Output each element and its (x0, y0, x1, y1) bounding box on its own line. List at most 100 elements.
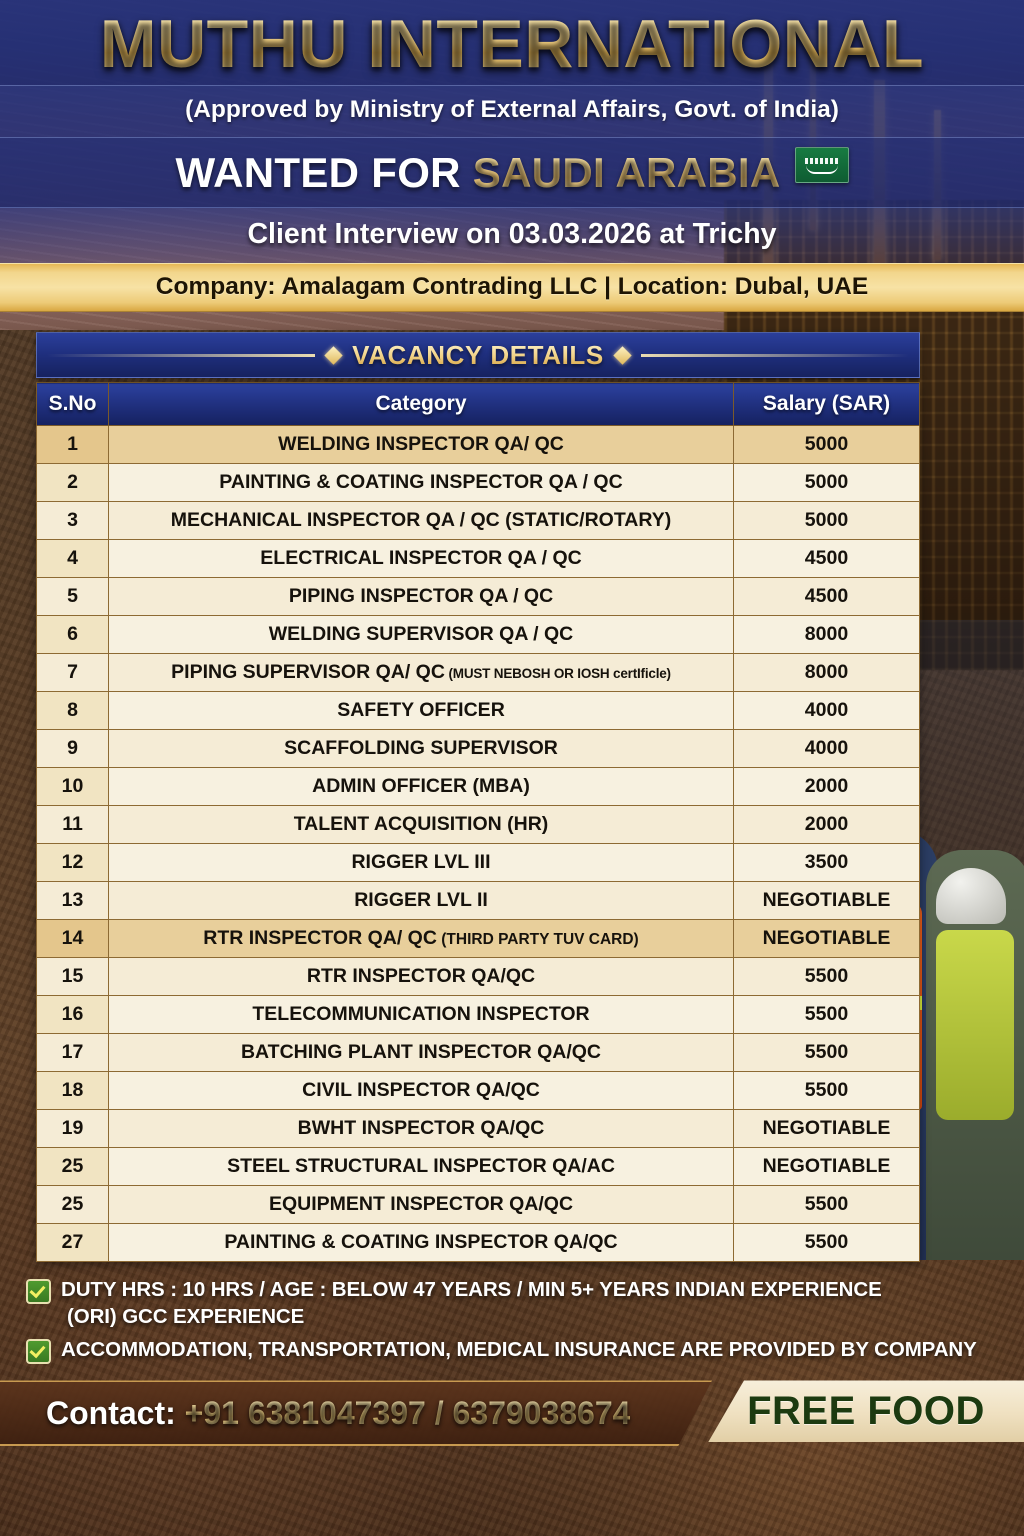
cell-salary: 3500 (733, 843, 920, 883)
cell-category: ADMIN OFFICER (MBA) (108, 767, 734, 807)
category-label: BWHT INSPECTOR QA/QC (297, 1117, 545, 1140)
country-name: SAUDI ARABIA (472, 149, 781, 197)
cell-sno: 1 (36, 425, 109, 465)
cell-category: TELECOMMUNICATION INSPECTOR (108, 995, 734, 1035)
cell-category: PAINTING & COATING INSPECTOR QA / QC (108, 463, 734, 503)
cell-salary: 4000 (733, 729, 920, 769)
cell-category: RTR INSPECTOR QA/ QC (THIRD PARTY TUV CA… (108, 919, 734, 959)
interview-line: Client Interview on 03.03.2026 at Trichy (0, 208, 1024, 264)
cell-sno: 6 (36, 615, 109, 655)
table-row: 27 PAINTING & COATING INSPECTOR QA/QC 5500 (36, 1223, 920, 1263)
category-label: STEEL STRUCTURAL INSPECTOR QA/AC (227, 1155, 615, 1178)
cell-category: SCAFFOLDING SUPERVISOR (108, 729, 734, 769)
category-label: RIGGER LVL III (351, 851, 491, 874)
cell-sno: 14 (36, 919, 109, 959)
cell-category: TALENT ACQUISITION (HR) (108, 805, 734, 845)
category-label: PIPING SUPERVISOR QA/ QC (171, 661, 445, 684)
cell-sno: 25 (36, 1147, 109, 1187)
category-label: WELDING SUPERVISOR QA / QC (268, 623, 574, 646)
check-box-icon (26, 1279, 51, 1305)
contact-row: Contact: +91 6381047397 / 6379038674 FRE… (0, 1380, 1024, 1442)
vacancy-details-title: VACANCY DETAILS (352, 339, 604, 370)
category-label: RTR INSPECTOR QA/QC (306, 965, 536, 988)
category-label: MECHANICAL INSPECTOR QA / QC (STATIC/ROT… (170, 509, 672, 532)
vacancy-table: S.No Category Salary (SAR) 1 WELDING INSP… (36, 382, 920, 1263)
check-box-icon (26, 1339, 51, 1365)
cell-sno: 8 (36, 691, 109, 731)
category-label: RIGGER LVL II (354, 889, 488, 912)
column-header-salary: Salary (SAR) (733, 382, 920, 427)
poster-header: MUTHU INTERNATIONAL (Approved by Ministr… (0, 0, 1024, 313)
table-row: 7 PIPING SUPERVISOR QA/ QC (MUST NEBOSH O… (36, 653, 920, 693)
cell-sno: 7 (36, 653, 109, 693)
white-helmet (936, 868, 1006, 924)
cell-salary: 4500 (733, 539, 920, 579)
category-label: BATCHING PLANT INSPECTOR QA/QC (240, 1041, 602, 1064)
contact-text: Contact: +91 6381047397 / 6379038674 (0, 1395, 630, 1432)
cell-salary: 8000 (733, 615, 920, 655)
category-label: PAINTING & COATING INSPECTOR QA / QC (219, 471, 623, 494)
cell-category: WELDING INSPECTOR QA/ QC (108, 425, 734, 465)
cell-salary: 5000 (733, 501, 920, 541)
benefit-text-main: DUTY HRS : 10 HRS / AGE : BELOW 47 YEARS… (61, 1278, 882, 1302)
table-row: 3 MECHANICAL INSPECTOR QA / QC (STATIC/RO… (36, 501, 920, 541)
wanted-band: WANTED FOR SAUDI ARABIA (0, 138, 1024, 209)
free-food-badge: FREE FOOD (708, 1380, 1024, 1443)
cell-category: WELDING SUPERVISOR QA / QC (108, 615, 734, 655)
diamond-icon-right (613, 346, 632, 365)
category-label: PIPING INSPECTOR QA / QC (288, 585, 554, 608)
cell-sno: 4 (36, 539, 109, 579)
contact-label: Contact: (46, 1394, 185, 1431)
cell-salary: 5500 (733, 995, 920, 1035)
benefit-item: DUTY HRS : 10 HRS / AGE : BELOW 47 YEARS… (26, 1276, 1004, 1330)
cell-sno: 13 (36, 881, 109, 921)
cell-salary: 5500 (733, 1071, 920, 1111)
benefit-text-sub: (ORI) GCC EXPERIENCE (67, 1305, 305, 1329)
table-row: 9 SCAFFOLDING SUPERVISOR 4000 (36, 729, 920, 769)
wanted-prefix: WANTED FOR (175, 149, 473, 197)
benefit-text: DUTY HRS : 10 HRS / AGE : BELOW 47 YEARS… (61, 1276, 882, 1330)
cell-sno: 2 (36, 463, 109, 503)
cell-sno: 9 (36, 729, 109, 769)
category-label: ADMIN OFFICER (MBA) (312, 775, 530, 798)
cell-salary: 5500 (733, 1223, 920, 1263)
cell-sno: 25 (36, 1185, 109, 1225)
vacancy-details-header: VACANCY DETAILS (36, 332, 920, 379)
cell-category: ELECTRICAL INSPECTOR QA / QC (108, 539, 734, 579)
table-row: 10 ADMIN OFFICER (MBA) 2000 (36, 767, 920, 807)
table-row: 8 SAFETY OFFICER 4000 (36, 691, 920, 731)
category-label: WELDING INSPECTOR QA/ QC (278, 433, 564, 456)
cell-sno: 15 (36, 957, 109, 997)
cell-salary: NEGOTIABLE (733, 1147, 920, 1187)
cell-salary: NEGOTIABLE (733, 919, 920, 959)
cell-category: PAINTING & COATING INSPECTOR QA/QC (108, 1223, 734, 1263)
company-location-line: Company: Amalagam Contrading LLC | Locat… (0, 263, 1024, 313)
free-food-label: FREE FOOD (747, 1388, 985, 1433)
cell-sno: 3 (36, 501, 109, 541)
table-row: 14 RTR INSPECTOR QA/ QC (THIRD PARTY TUV … (36, 919, 920, 959)
title-band: MUTHU INTERNATIONAL (0, 0, 1024, 86)
contact-phone-numbers[interactable]: +91 6381047397 / 6379038674 (184, 1394, 631, 1431)
cell-sno: 16 (36, 995, 109, 1035)
category-label: ELECTRICAL INSPECTOR QA / QC (260, 547, 582, 570)
wanted-text: WANTED FOR SAUDI ARABIA (176, 149, 781, 196)
category-label: SAFETY OFFICER (337, 699, 505, 722)
table-row: 2 PAINTING & COATING INSPECTOR QA / QC 500… (36, 463, 920, 503)
category-note: (MUST NEBOSH OR IOSH certIficle) (444, 666, 671, 682)
cell-salary: 5500 (733, 957, 920, 997)
cell-sno: 19 (36, 1109, 109, 1149)
table-row: 1 WELDING INSPECTOR QA/ QC 5000 (36, 425, 920, 465)
table-row: 25 STEEL STRUCTURAL INSPECTOR QA/AC NEGOTI… (36, 1147, 920, 1187)
cell-salary: 8000 (733, 653, 920, 693)
cell-sno: 11 (36, 805, 109, 845)
cell-category: RIGGER LVL III (108, 843, 734, 883)
cell-category: RTR INSPECTOR QA/QC (108, 957, 734, 997)
table-row: 4 ELECTRICAL INSPECTOR QA / QC 4500 (36, 539, 920, 579)
cell-salary: 5000 (733, 463, 920, 503)
column-header-sno: S.No (36, 382, 109, 427)
category-label: TELECOMMUNICATION INSPECTOR (252, 1003, 590, 1026)
cell-sno: 12 (36, 843, 109, 883)
category-note: (THIRD PARTY TUV CARD) (436, 931, 639, 949)
category-label: TALENT ACQUISITION (HR) (293, 813, 549, 836)
